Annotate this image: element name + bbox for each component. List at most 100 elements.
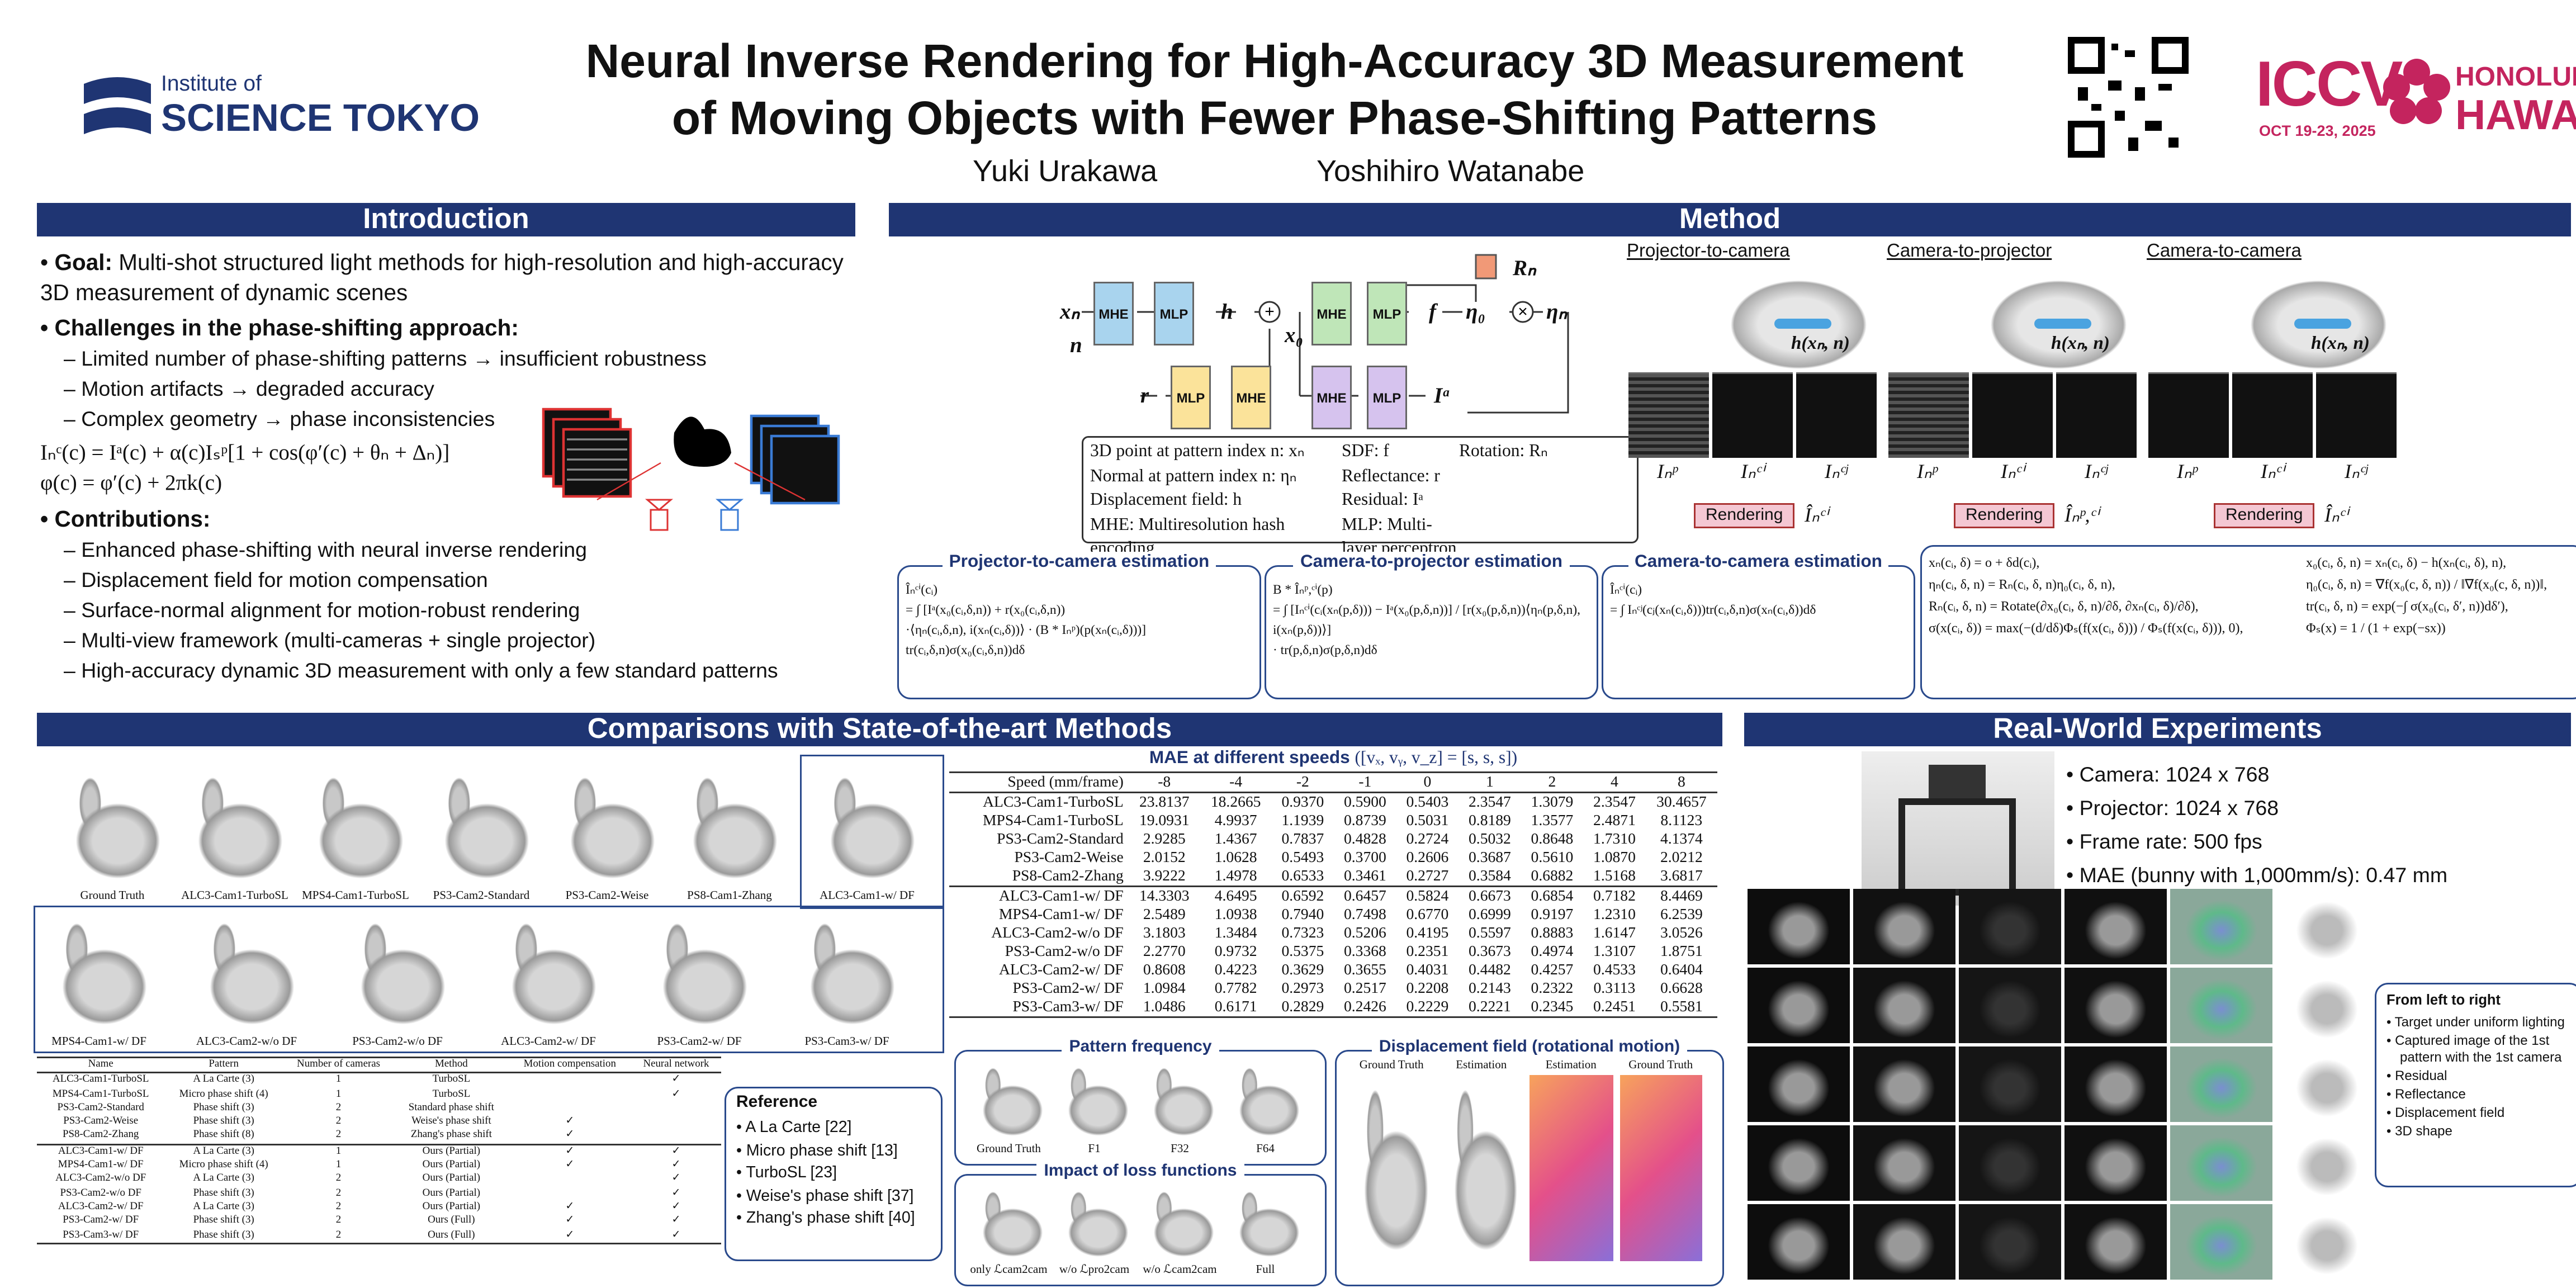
module-box: MLP: [1367, 366, 1407, 429]
item-text: – Surface-normal alignment for motion-ro…: [64, 599, 580, 622]
table-cell: 8.1123: [1660, 812, 1703, 828]
table-cell: PS3-Cam2-Weise: [63, 1115, 139, 1128]
item-text: Projector: 1024 x 768: [2079, 797, 2279, 820]
contribution-list: – Enhanced phase-shifting with neural in…: [40, 535, 845, 686]
header-cell: Speed (mm/frame): [1007, 773, 1124, 790]
table-row: PS3-Cam3-w/ DF Phase shift (3) 2 Ours (Full…: [37, 1229, 721, 1243]
table-cell: 1.3107: [1593, 943, 1636, 959]
panel-image: [969, 1186, 1048, 1261]
item-text: Micro phase shift [13]: [746, 1141, 898, 1160]
item-text: Reflectance: [2395, 1087, 2466, 1102]
table-cell: 1.0486: [1143, 998, 1186, 1015]
definitions: xₙ(cᵢ, δ) = o + δd(cᵢ), x₀(cᵢ, δ, n) = xₙ…: [1922, 547, 2576, 644]
result-image: [1959, 1204, 2061, 1280]
legend-item: • Captured image of the 1st pattern with…: [2386, 1033, 2574, 1067]
table-cell: 23.8137: [1139, 793, 1190, 810]
table-row: MPS4-Cam1-TurboSL Micro phase shift (4) 1 T…: [37, 1088, 721, 1102]
table-cell: ✓: [671, 1187, 681, 1199]
captured-image: [1972, 372, 2053, 458]
panel-label: Full: [1256, 1263, 1275, 1276]
table-cell: 0.2221: [1469, 998, 1511, 1015]
table-cell: 0.8608: [1143, 961, 1186, 978]
institute-line2: SCIENCE TOKYO: [161, 96, 480, 139]
bullet: •: [736, 1164, 746, 1182]
definition: ηₙ(cᵢ, δ, n) = Rₙ(cᵢ, δ, n)η₀(cᵢ, δ, n),: [1929, 577, 2115, 592]
table-row: PS3-Cam2-w/ DF 1.0984 0.7782 0.2973 0.2517 0.…: [949, 979, 1717, 998]
equation: φ(c) = φ′(c) + 2πk(c): [40, 468, 845, 498]
table-cell: 0.9370: [1281, 793, 1324, 810]
table-cell: 0.3461: [1343, 867, 1386, 884]
header-cell: Neural network: [643, 1058, 709, 1070]
table-cell: 0.6854: [1521, 886, 1584, 906]
table-row: PS3-Cam3-w/ DF 1.0486 0.6171 0.2829 0.2426 0.…: [949, 998, 1717, 1017]
panel-label: w/o ℒpro2cam: [1059, 1263, 1130, 1276]
legend-box: From left to right • Target under unifor…: [2375, 983, 2576, 1187]
table-cell: 0.2351: [1406, 943, 1449, 959]
item-text: – Displacement field for motion compensa…: [64, 569, 488, 592]
item-text: Displacement field: [2395, 1105, 2505, 1120]
table-cell: Ours (Partial): [422, 1187, 481, 1199]
formula-line: = ∫ [Iₙᶜⁱ(cᵢ(xₙ(p,δ))) − Iᵃ(x₀(p,δ,n))] …: [1273, 602, 1580, 637]
table-cell: ✓: [671, 1228, 681, 1240]
title-text: Displacement field (rotational motion): [1372, 1038, 1687, 1057]
table-row: ALC3-Cam1-w/ DF 14.3303 4.6495 0.6592 0.6457…: [949, 886, 1717, 906]
legend-item: Reflectance: r: [1342, 467, 1440, 486]
result-image: [2170, 1125, 2272, 1201]
author: Yuki Urakawa: [973, 154, 1158, 188]
result-image: [1853, 1125, 1955, 1201]
table-cell: 0.2143: [1469, 979, 1511, 996]
diagram-label: x₀: [1285, 322, 1304, 347]
table-cell: ✓: [565, 1200, 575, 1213]
conference-dates: OCT 19-23, 2025: [2259, 122, 2376, 139]
table-cell: 0.7323: [1281, 924, 1324, 941]
table-cell: PS3-Cam2-w/o DF: [1005, 943, 1124, 959]
diagram-label: ηₙ: [1546, 299, 1567, 324]
specs: • Camera: 1024 x 768 • Projector: 1024 x …: [2066, 758, 2447, 892]
table-cell: ALC3-Cam1-w/ DF: [949, 886, 1129, 906]
estimation-box: Projector-to-camera estimation Îₙᶜⁱ(cᵢ) = …: [897, 552, 1261, 699]
table-row: MPS4-Cam1-TurboSL 19.0931 4.9937 1.1939 0.87…: [949, 812, 1717, 830]
formula: B * Îₙᵖ,ᶜⁱ(p) = ∫ [Iₙᶜⁱ(cᵢ(xₙ(p,δ))) − Iᵃ…: [1273, 580, 1597, 661]
result-image: [1959, 889, 2061, 964]
challenge-item: – Complex geometry → phase inconsistenci…: [64, 404, 845, 434]
table-cell: ✓: [565, 1214, 575, 1227]
table-cell: ALC3-Cam1-TurboSL: [52, 1073, 149, 1086]
table-cell: MPS4-Cam1-TurboSL: [52, 1087, 149, 1100]
op: ×: [1518, 302, 1528, 321]
panel-title: Pattern frequency: [956, 1038, 1325, 1057]
table-cell: 3.1803: [1143, 924, 1186, 941]
table-cell: Ours (Partial): [394, 1143, 509, 1159]
thumbnail-caption: PS8-Cam1-Zhang: [687, 889, 772, 902]
mae-title: MAE at different speeds ([vₓ, vᵧ, v_z] =…: [948, 748, 1719, 768]
formula-line: Îₙᶜⁱ(cᵢ): [1610, 582, 1642, 597]
table-cell: 1.3484: [1214, 924, 1257, 941]
table-row: PS3-Cam2-Standard 2.9285 1.4367 0.7837 0.482…: [949, 830, 1717, 849]
header-cell: Number of cameras: [297, 1058, 381, 1070]
table-cell: MPS4-Cam1-w/ DF: [58, 1159, 144, 1171]
challenges-heading: • Challenges in the phase-shifting appro…: [40, 315, 519, 340]
author: Yoshihiro Watanabe: [1317, 154, 1585, 188]
spec-item: • Camera: 1024 x 768: [2066, 758, 2447, 792]
table-cell: [631, 1129, 721, 1144]
table-cell: 2.0212: [1660, 849, 1703, 865]
title: Neural Inverse Rendering for High-Accura…: [503, 34, 2046, 148]
module-box: MLP: [1367, 282, 1407, 345]
table-cell: 1.7310: [1593, 830, 1636, 847]
table-row: PS8-Cam2-Zhang 3.9222 1.4978 0.6533 0.3461 0.…: [949, 867, 1717, 887]
formula: Îₙᶜⁱ(cᵢ) = ∫ [Iᵃ(x₀(cᵢ,δ,n)) + r(x₀(cᵢ,δ,…: [906, 580, 1146, 661]
table-cell: 3.6817: [1660, 867, 1703, 884]
table-cell: 1.3079: [1531, 793, 1574, 810]
table-cell: PS3-Cam2-w/ DF: [1012, 979, 1124, 996]
table-cell: [509, 1173, 631, 1187]
panel-label: w/o ℒcam2cam: [1143, 1263, 1217, 1276]
table-cell: [509, 1187, 631, 1201]
captured-image: [2056, 372, 2137, 458]
bunny-thumbnail: [644, 914, 755, 1031]
header-cell: 0: [1423, 773, 1432, 790]
table-cell: 4.9937: [1214, 812, 1257, 828]
op: +: [1265, 302, 1275, 321]
challenge-list: – Limited number of phase-shifting patte…: [40, 344, 845, 434]
result-image: [2276, 968, 2378, 1043]
bullet: •: [736, 1186, 746, 1205]
table-cell: 0.5900: [1343, 793, 1386, 810]
